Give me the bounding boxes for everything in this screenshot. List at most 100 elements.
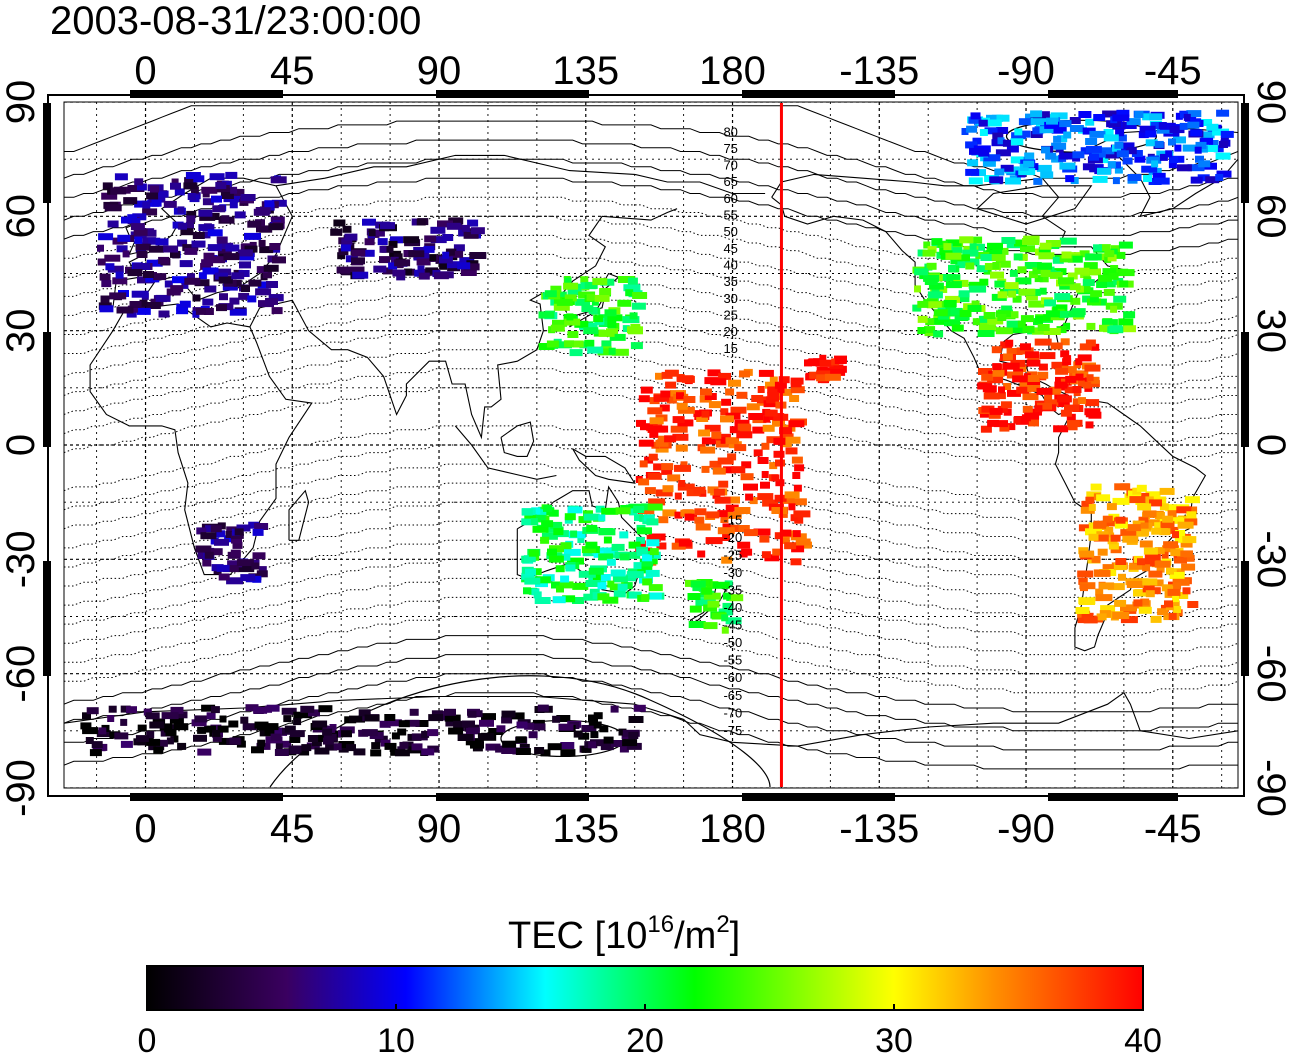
tec-cell-europe [232, 188, 245, 196]
tec-cell-north-america [1068, 310, 1085, 318]
tec-cell-europe [257, 281, 269, 289]
tec-cell-japan-china-coast [566, 313, 574, 321]
tec-cell-south-america [1171, 516, 1184, 524]
tec-cell-south-america [1093, 521, 1107, 529]
tec-cell-russia [368, 229, 376, 237]
tec-cell-russia [450, 250, 464, 258]
tec-cell-north-america [964, 258, 980, 266]
tec-cell-south-america [1184, 496, 1200, 504]
tec-cell-japan-china-coast [611, 348, 629, 356]
tec-cell-russia [467, 219, 479, 227]
coast-scandinavia-lakes [976, 185, 1093, 225]
tec-cell-japan-china-coast [594, 294, 610, 302]
tec-cell-arctic [1018, 118, 1032, 126]
tec-cell-pacific-islands [767, 386, 779, 394]
tec-cell-europe [131, 218, 141, 225]
tec-cell-north-america [945, 252, 962, 260]
tec-cell-southern-africa [251, 562, 260, 570]
tec-cell-australia [607, 580, 615, 588]
tec-cell-europe [164, 280, 173, 288]
tec-cell-japan-china-coast [556, 298, 573, 306]
tec-cell-europe [170, 285, 184, 293]
tec-cell-southern-africa [256, 570, 268, 578]
tec-cell-antarctica [581, 745, 592, 753]
tec-cell-south-america [1140, 598, 1150, 606]
tec-cell-australia [534, 576, 551, 584]
tec-cell-antarctica [467, 710, 477, 718]
tec-cell-pacific-islands [748, 413, 764, 420]
tec-cell-australia [602, 596, 619, 604]
tec-cell-australia [628, 541, 641, 549]
tec-cell-north-america [1109, 325, 1123, 333]
tec-cell-southern-africa [204, 525, 215, 533]
tec-cell-australia [585, 541, 598, 549]
tec-cell-south-america [1171, 568, 1182, 576]
tec-cell-arctic [1134, 111, 1144, 118]
tec-cell-antarctica [126, 706, 137, 714]
tec-cell-north-america [1059, 282, 1076, 290]
tec-cell-antarctica [534, 747, 545, 754]
tec-cell-south-america [1154, 512, 1165, 519]
tec-cell-japan-china-coast [563, 282, 579, 290]
tec-cell-north-america [1069, 283, 1081, 291]
tec-cell-arctic [1156, 126, 1173, 134]
tec-cell-europe [135, 243, 151, 251]
tec-cell-australia [597, 593, 610, 601]
tec-cell-south-america [1107, 583, 1125, 591]
tec-cell-north-america [926, 262, 937, 270]
tec-cell-antarctica [312, 720, 328, 728]
tec-cell-north-america [1059, 255, 1073, 263]
tec-cell-europe [265, 297, 278, 305]
colorbar-tick-label: 30 [875, 1022, 913, 1057]
tec-cell-arctic [1085, 118, 1095, 126]
tec-cell-russia [360, 249, 375, 257]
coast-asia-south [249, 208, 678, 440]
tec-cell-antarctica [415, 720, 429, 727]
tec-cell-north-america [917, 315, 928, 323]
tec-cell-south-america [1160, 521, 1175, 529]
tec-cell-south-america [1078, 524, 1089, 532]
tec-cell-russia [379, 256, 390, 264]
tec-cell-antarctica [137, 724, 147, 732]
tec-cell-arctic [968, 116, 982, 124]
tec-cell-north-america [946, 274, 961, 282]
tec-cell-south-america [1142, 510, 1157, 518]
tec-cell-pacific-islands [756, 396, 774, 404]
tec-cell-pacific-islands [651, 441, 660, 449]
tec-cell-north-america [1020, 245, 1035, 253]
tec-cell-australia [617, 583, 628, 591]
tec-cell-arctic [1187, 164, 1205, 172]
tec-cell-europe [217, 249, 232, 257]
tec-cell-south-america [1177, 550, 1193, 558]
tec-cell-arctic [972, 137, 982, 145]
tec-cell-australia [588, 574, 596, 582]
tec-cell-europe [192, 294, 201, 302]
tec-cell-antarctica [212, 729, 221, 737]
contour-line [64, 311, 1238, 389]
tec-cell-south-america [1080, 506, 1095, 514]
tec-cell-north-america [956, 254, 970, 262]
tec-cell-pacific-islands [664, 369, 679, 377]
tec-cell-antarctica [397, 728, 407, 736]
tec-cell-south-america [1104, 526, 1114, 534]
tec-cell-russia [453, 244, 465, 252]
contour-label: -15 [723, 513, 742, 528]
colorbar-tick-label: 0 [138, 1022, 157, 1057]
tec-cell-europe [215, 182, 227, 189]
tec-cell-australia [541, 520, 554, 528]
tec-cell-antarctica [384, 742, 397, 750]
tec-cell-pacific-islands [785, 447, 798, 455]
tec-cell-europe [222, 283, 238, 291]
tec-cell-europe [271, 199, 287, 207]
tec-cell-pacific-islands [761, 442, 770, 450]
contour-label: 75 [723, 141, 737, 156]
tec-cell-central-america [1056, 395, 1072, 403]
tec-cell-pacific-islands [713, 488, 725, 496]
tec-cell-north-america [1015, 277, 1032, 285]
tec-cell-japan-china-coast [544, 290, 557, 298]
tec-cell-arctic [1000, 164, 1014, 172]
tec-cell-europe [253, 208, 270, 216]
tec-cell-australia [643, 514, 655, 522]
tec-cell-europe [190, 186, 199, 194]
tec-cell-pacific-islands [767, 392, 780, 400]
